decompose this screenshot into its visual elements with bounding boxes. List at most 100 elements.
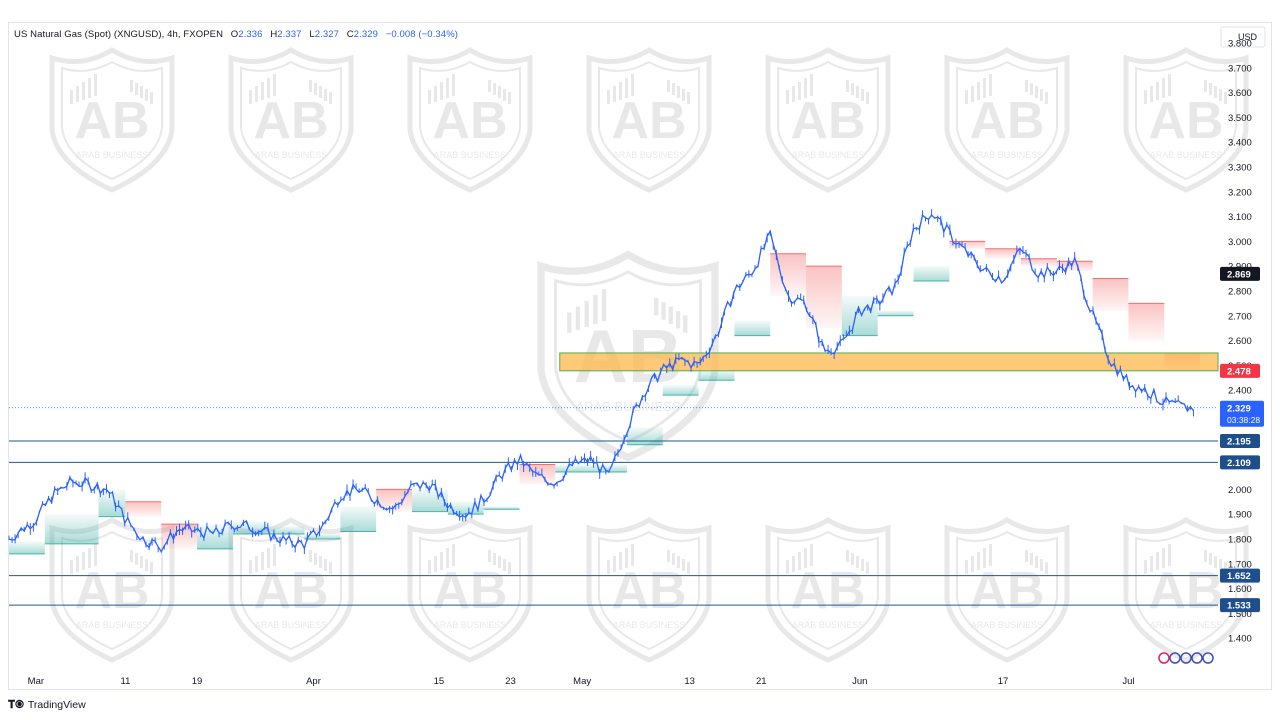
svg-text:ARAB BUSINESS: ARAB BUSINESS — [255, 620, 328, 630]
cloud-segment-3 — [125, 501, 162, 517]
cloud-segment-17 — [626, 427, 663, 445]
svg-text:ARAB BUSINESS: ARAB BUSINESS — [971, 150, 1044, 160]
svg-text:AB: AB — [253, 562, 328, 620]
y-tick-5: 1.900 — [1228, 510, 1252, 521]
x-tick-8: 21 — [756, 676, 767, 687]
high-label: H — [270, 29, 278, 40]
x-tick-6: May — [573, 676, 591, 687]
svg-text:AB: AB — [611, 562, 686, 620]
x-tick-1: 11 — [120, 676, 130, 687]
cloud-segment-8 — [304, 534, 341, 539]
support-levels — [9, 407, 1218, 606]
close-label: C — [346, 29, 354, 40]
symbol-title: US Natural Gas (Spot) (XNGUSD), 4h, FXOP… — [14, 29, 224, 40]
y-tick-21: 3.500 — [1228, 113, 1252, 124]
y-tick-23: 3.700 — [1228, 63, 1252, 74]
y-tick-16: 3.000 — [1228, 237, 1252, 248]
svg-text:AB: AB — [790, 562, 865, 620]
price-axis: USD 1.400 1.500 1.600 1.700 1.800 1.900 2.000 2.… — [1220, 26, 1266, 645]
open-label: O — [230, 29, 239, 40]
cloud-segment-13 — [483, 506, 520, 510]
cloud-segment-7 — [268, 526, 305, 534]
x-tick-0: Mar — [28, 676, 44, 687]
price-badges: 2.869 2.478 2.195 2.109 1.652 1.533 2.32903:38… — [1158, 266, 1264, 664]
svg-text:ARAB BUSINESS: ARAB BUSINESS — [76, 150, 149, 160]
svg-text:AB: AB — [74, 562, 149, 620]
price-badge-0-bg — [1220, 266, 1260, 281]
cloud-segment-30 — [1092, 278, 1129, 311]
svg-text:AB: AB — [969, 92, 1044, 150]
y-tick-12: 2.600 — [1228, 336, 1252, 347]
resistance-zone-layer — [559, 352, 1219, 372]
currency-label: USD — [1238, 32, 1258, 42]
y-tick-1: 1.500 — [1228, 609, 1252, 620]
brand-name: TradingView — [27, 699, 86, 711]
trend-cloud — [9, 240, 1201, 555]
cloud-segment-22 — [806, 266, 842, 329]
svg-text:ARAB BUSINESS: ARAB BUSINESS — [434, 150, 507, 160]
svg-text:ARAB BUSINESS: ARAB BUSINESS — [1150, 620, 1223, 630]
svg-text:ARAB BUSINESS: ARAB BUSINESS — [255, 150, 328, 160]
y-tick-13: 2.700 — [1228, 311, 1252, 322]
svg-text:ARAB BUSINESS: ARAB BUSINESS — [792, 150, 865, 160]
cloud-segment-31 — [1128, 303, 1165, 341]
cloud-segment-24 — [877, 310, 914, 316]
svg-text:ARAB BUSINESS: ARAB BUSINESS — [76, 620, 149, 630]
y-tick-4: 1.800 — [1228, 534, 1252, 545]
svg-text:ARAB BUSINESS: ARAB BUSINESS — [1150, 150, 1223, 160]
chart-legend: US Natural Gas (Spot) (XNGUSD), 4h, FXOP… — [14, 29, 458, 40]
currency-box — [1220, 26, 1266, 48]
low-value: 2.327 — [314, 29, 339, 40]
svg-text:AB: AB — [611, 92, 686, 150]
svg-text:AB: AB — [969, 562, 1044, 620]
cloud-segment-21 — [770, 253, 807, 296]
svg-text:AB: AB — [432, 92, 507, 150]
footer[interactable]: 𝐓⦿ TradingView — [8, 698, 86, 712]
cloud-segment-20 — [734, 320, 771, 336]
svg-text:AB: AB — [1148, 92, 1223, 150]
svg-text:AB: AB — [74, 92, 149, 150]
cloud-segment-9 — [340, 506, 377, 532]
last-price-bg — [1220, 400, 1264, 427]
y-tick-10: 2.400 — [1228, 386, 1252, 397]
x-tick-3: Apr — [306, 676, 321, 687]
level-badge-1-bg — [1220, 455, 1260, 470]
cloud-segment-28 — [1020, 258, 1057, 267]
open-value: 2.336 — [238, 29, 263, 40]
level-badge-2-bg — [1220, 568, 1260, 583]
level-badge-0-bg — [1220, 434, 1260, 448]
last-price-label: 2.329 — [1227, 403, 1251, 414]
y-tick-3: 1.700 — [1228, 559, 1252, 570]
y-tick-20: 3.400 — [1228, 138, 1252, 149]
low-label: L — [309, 29, 315, 40]
time-axis: Mar 11 19 Apr 15 23 May 13 21 Jun 17 Jul — [28, 676, 1135, 687]
resistance-zone — [559, 352, 1219, 372]
x-tick-9: Jun — [852, 676, 867, 687]
svg-text:ARAB BUSINESS: ARAB BUSINESS — [971, 620, 1044, 630]
level-badge-1: 2.109 — [1227, 458, 1251, 469]
price-badge-1-bg — [1220, 363, 1260, 378]
svg-text:ARAB BUSINESS: ARAB BUSINESS — [613, 620, 686, 630]
level-badge-3-bg — [1220, 598, 1260, 613]
y-tick-17: 3.100 — [1228, 212, 1252, 223]
series-line — [8, 213, 1194, 553]
svg-text:ARAB BUSINESS: ARAB BUSINESS — [792, 620, 865, 630]
chart-frame — [8, 22, 1272, 690]
cloud-segment-27 — [985, 248, 1021, 259]
cloud-segment-0 — [9, 541, 45, 554]
y-tick-18: 3.200 — [1228, 187, 1252, 198]
close-value: 2.329 — [353, 29, 378, 40]
price-series — [8, 209, 1194, 555]
x-tick-11: Jul — [1122, 676, 1134, 687]
svg-text:AB: AB — [253, 92, 328, 150]
